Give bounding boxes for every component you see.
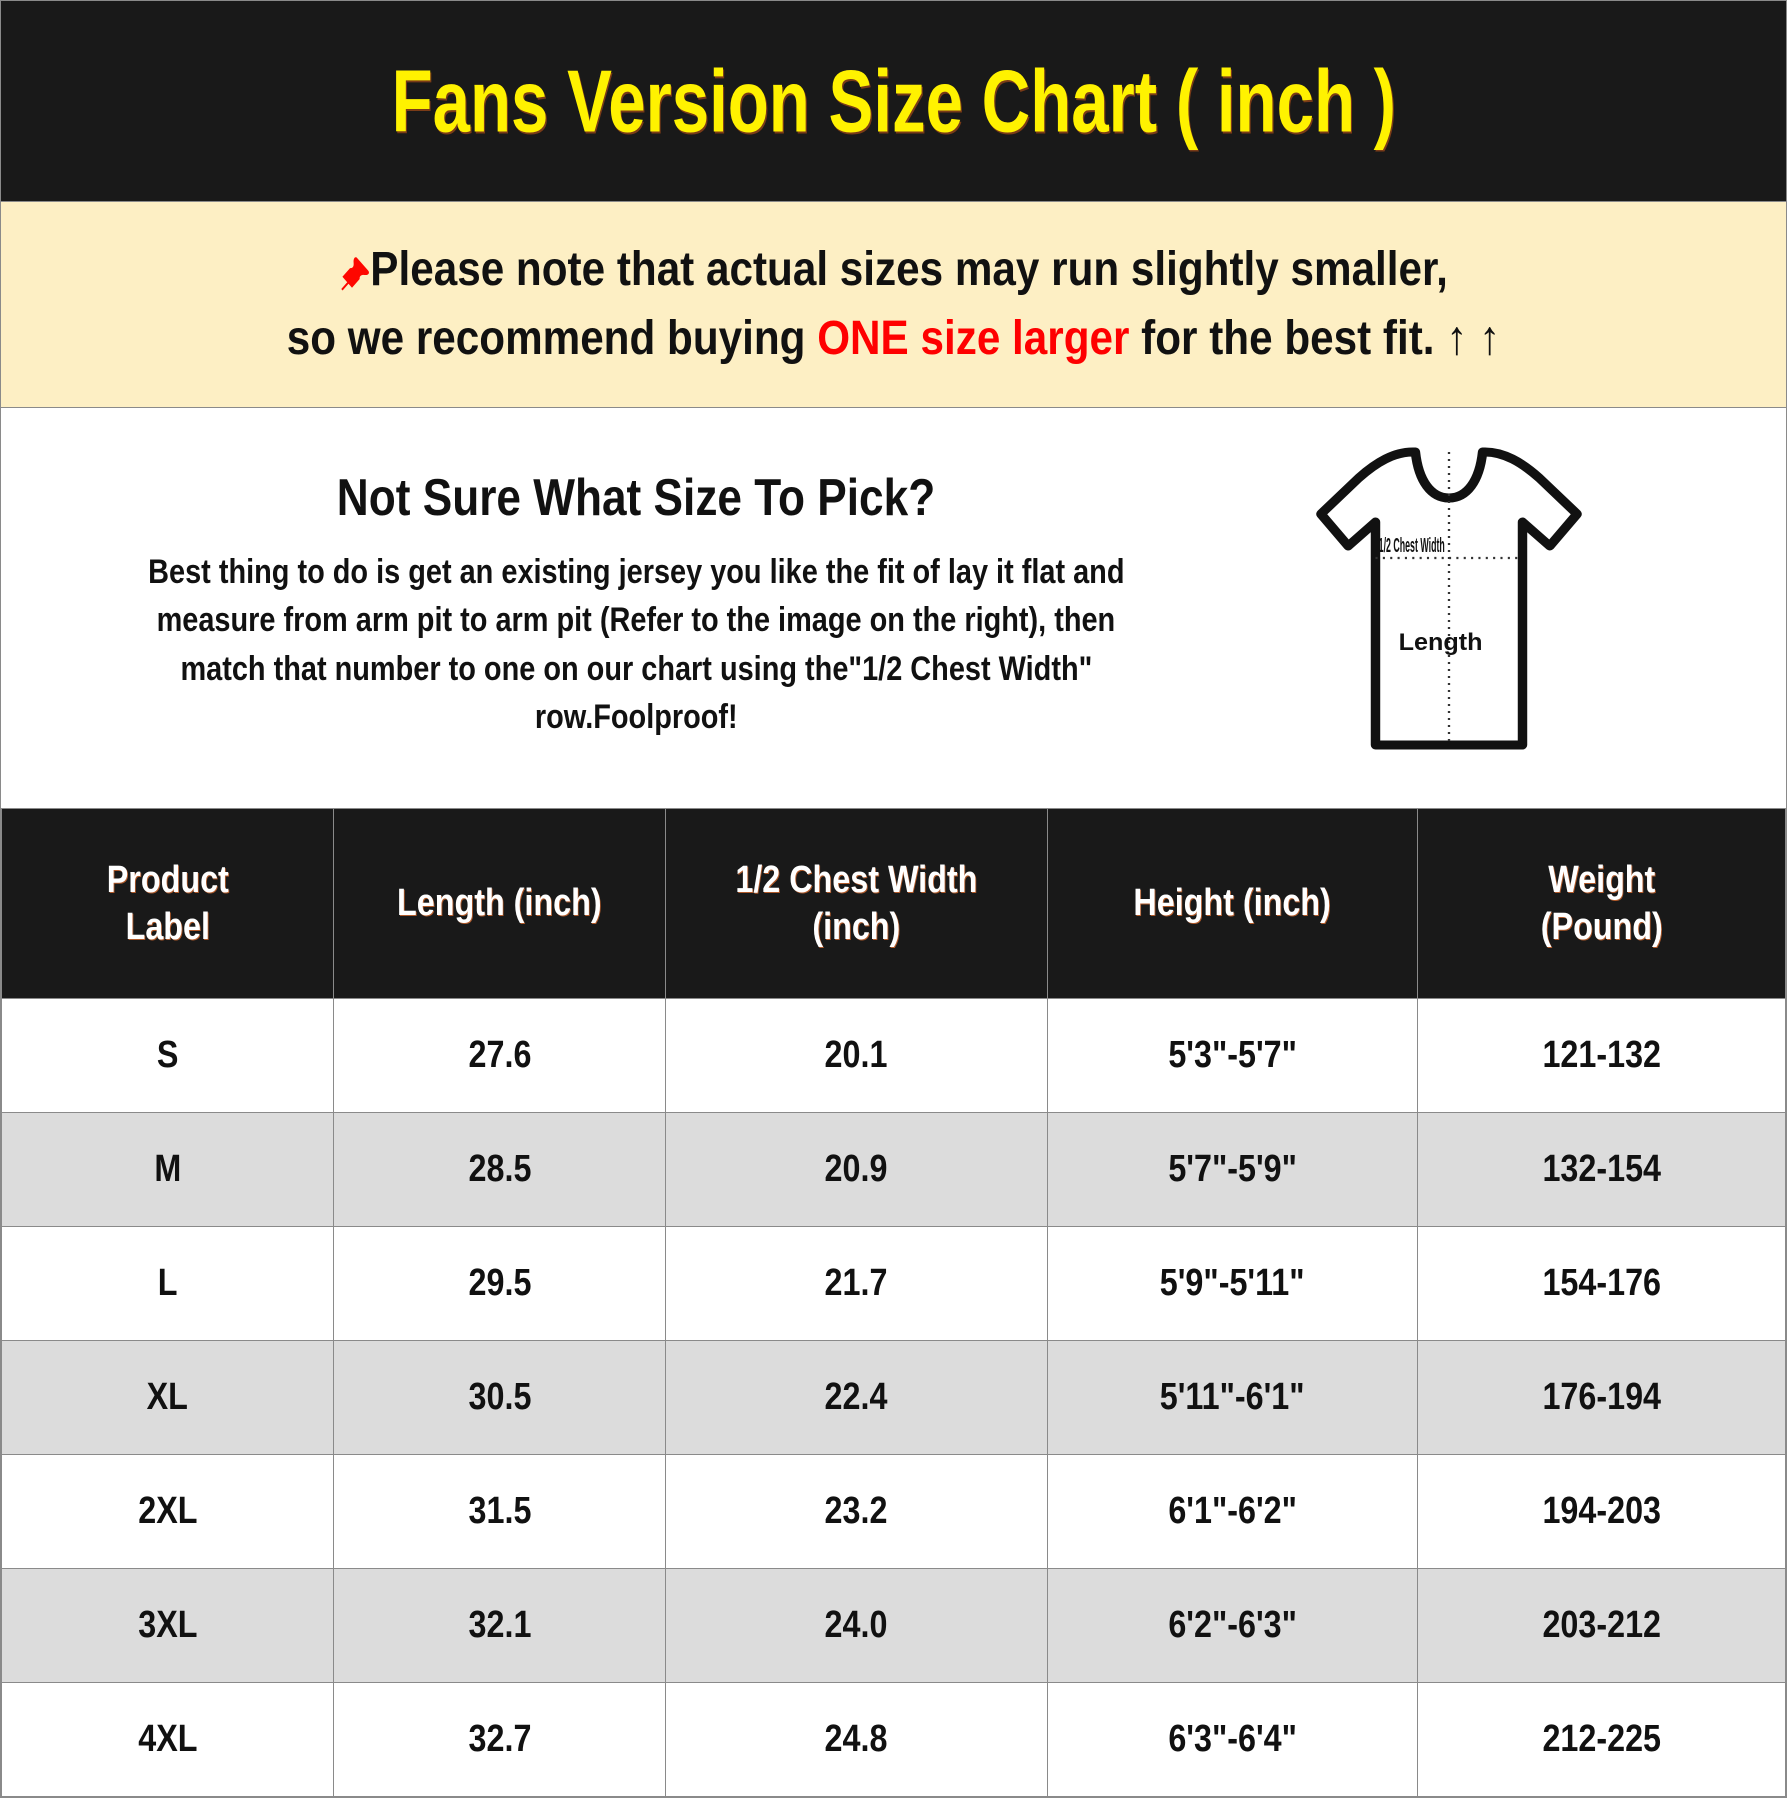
svg-text:Length: Length [1399, 630, 1483, 656]
svg-text:1/2 Chest Width: 1/2 Chest Width [1379, 534, 1445, 556]
